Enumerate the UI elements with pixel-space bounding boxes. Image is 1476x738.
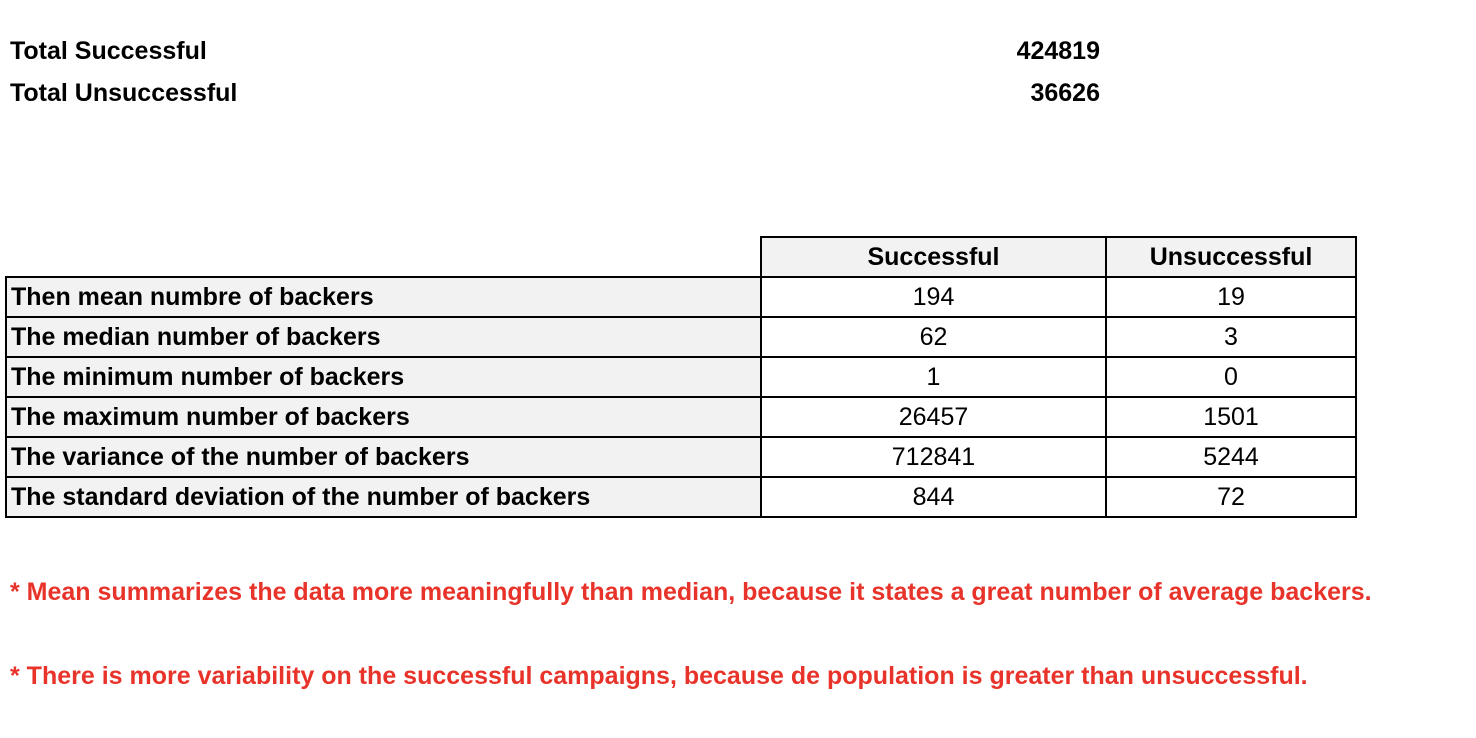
note-mean-vs-median: * Mean summarizes the data more meaningf… (10, 578, 1372, 606)
row-label: The variance of the number of backers (5, 436, 762, 478)
total-successful-value: 424819 (1016, 36, 1100, 65)
total-unsuccessful-value: 36626 (1030, 78, 1100, 107)
successful-value: 194 (760, 276, 1107, 318)
unsuccessful-value: 5244 (1105, 436, 1357, 478)
backers-stats-table: Successful Unsuccessful Then mean numbre… (5, 236, 1357, 518)
header-unsuccessful: Unsuccessful (1105, 236, 1357, 278)
table-row: The median number of backers 62 3 (5, 316, 1357, 358)
totals-section: Total Successful 424819 Total Unsuccessf… (10, 30, 1100, 114)
table-row: The standard deviation of the number of … (5, 476, 1357, 518)
successful-value: 62 (760, 316, 1107, 358)
row-label: The maximum number of backers (5, 396, 762, 438)
successful-value: 844 (760, 476, 1107, 518)
row-label: The median number of backers (5, 316, 762, 358)
row-label: The minimum number of backers (5, 356, 762, 398)
header-successful: Successful (760, 236, 1107, 278)
table-header-row: Successful Unsuccessful (6, 236, 1357, 278)
table-row: The minimum number of backers 1 0 (5, 356, 1357, 398)
unsuccessful-value: 72 (1105, 476, 1357, 518)
unsuccessful-value: 1501 (1105, 396, 1357, 438)
unsuccessful-value: 19 (1105, 276, 1357, 318)
note-variability: * There is more variability on the succe… (10, 662, 1308, 690)
unsuccessful-value: 0 (1105, 356, 1357, 398)
table-row: The maximum number of backers 26457 1501 (5, 396, 1357, 438)
unsuccessful-value: 3 (1105, 316, 1357, 358)
successful-value: 712841 (760, 436, 1107, 478)
total-successful-row: Total Successful 424819 (10, 30, 1100, 72)
successful-value: 26457 (760, 396, 1107, 438)
successful-value: 1 (760, 356, 1107, 398)
total-successful-label: Total Successful (10, 36, 207, 65)
table-row: Then mean numbre of backers 194 19 (5, 276, 1357, 318)
row-label: The standard deviation of the number of … (5, 476, 762, 518)
total-unsuccessful-row: Total Unsuccessful 36626 (10, 72, 1100, 114)
header-corner-cell (6, 237, 761, 278)
table-row: The variance of the number of backers 71… (5, 436, 1357, 478)
row-label: Then mean numbre of backers (5, 276, 762, 318)
total-unsuccessful-label: Total Unsuccessful (10, 78, 238, 107)
